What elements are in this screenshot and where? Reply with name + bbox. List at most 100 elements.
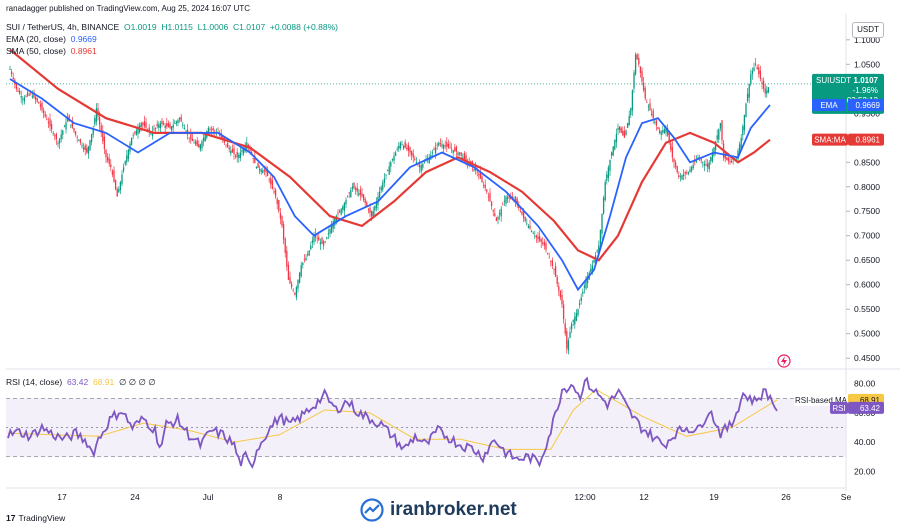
change-value: +0.0088 (+0.88%) <box>269 22 338 32</box>
candle-body <box>652 110 654 119</box>
candle-body <box>660 131 662 135</box>
candle-body <box>502 204 504 206</box>
candle-body <box>694 160 696 163</box>
candle-body <box>281 216 283 226</box>
candle-body <box>71 121 74 128</box>
candle-body <box>228 147 230 150</box>
candle-body <box>657 127 659 130</box>
time-tick-label: Se <box>841 492 852 502</box>
time-tick-label: 24 <box>130 492 140 502</box>
rsi-ma-line <box>7 388 778 450</box>
candle-body <box>178 118 181 120</box>
candle-body <box>25 96 27 97</box>
candle-body <box>438 142 440 146</box>
price-tick-label: 1.0500 <box>854 59 880 69</box>
candle-body <box>762 80 765 89</box>
candle-body <box>159 123 162 129</box>
candle-body <box>252 158 254 159</box>
candle-body <box>644 88 646 99</box>
candle-body <box>313 235 315 242</box>
candle-body <box>89 140 91 151</box>
candle-body <box>447 144 450 148</box>
rsi-legend[interactable]: RSI (14, close) 63.42 68.91 ∅ ∅ ∅ ∅ <box>6 377 156 388</box>
sma-legend[interactable]: SMA (50, close) 0.8961 <box>6 46 97 56</box>
high-value: H1.0115 <box>161 22 193 32</box>
candle-body <box>442 145 445 149</box>
time-tick-label: 17 <box>57 492 67 502</box>
candle-body <box>583 285 586 288</box>
candle-body <box>457 152 459 156</box>
candle-body <box>750 74 752 85</box>
candle-body <box>481 176 483 182</box>
candle-body <box>230 150 232 154</box>
candle-body <box>142 123 144 125</box>
candle-body <box>298 272 301 283</box>
candle-body <box>708 162 710 170</box>
candle-body <box>497 216 499 220</box>
candle-body <box>414 158 416 160</box>
candle-body <box>378 191 381 198</box>
candle-body <box>108 158 110 164</box>
price-tick-label: 0.7000 <box>854 231 880 241</box>
candle-body <box>182 124 184 126</box>
ema-legend[interactable]: EMA (20, close) 0.9669 <box>6 34 97 44</box>
candle-body <box>433 149 435 151</box>
candle-body <box>90 134 93 142</box>
candle-body <box>606 174 608 181</box>
candle-body <box>673 158 675 163</box>
candle-body <box>742 126 744 136</box>
candle-body <box>743 114 746 131</box>
candle-body <box>394 152 397 156</box>
candle-body <box>431 152 434 154</box>
candle-body <box>162 122 165 125</box>
candle-body <box>634 54 637 75</box>
candle-body <box>249 149 251 151</box>
candle-body <box>295 287 298 298</box>
tradingview-brand[interactable]: 17 TradingView <box>6 513 65 523</box>
candle-body <box>145 122 147 128</box>
candle-body <box>727 158 730 162</box>
ema-value: 0.9669 <box>70 34 97 44</box>
candle-body <box>564 323 566 334</box>
candle-body <box>348 192 350 194</box>
candle-body <box>65 122 67 130</box>
candle-body <box>558 286 560 291</box>
candle-body <box>711 152 714 161</box>
price-tick-label: 0.6000 <box>854 280 880 290</box>
candle-body <box>654 121 656 123</box>
candle-body <box>170 126 173 131</box>
candle-body <box>404 141 406 148</box>
candle-body <box>663 129 666 133</box>
candle-body <box>409 147 411 153</box>
candle-body <box>580 297 582 302</box>
candle-body <box>682 174 685 177</box>
candle-body <box>87 146 90 154</box>
candle-body <box>526 223 528 225</box>
candle-body <box>236 152 238 158</box>
candle-body <box>527 225 530 228</box>
candle-body <box>121 174 123 185</box>
candle-body <box>321 238 323 244</box>
candle-body <box>545 243 547 250</box>
candle-body <box>302 262 304 266</box>
candle-body <box>60 134 62 139</box>
rsi-value: 63.42 <box>66 377 89 387</box>
candle-body <box>567 340 570 351</box>
candle-body <box>407 144 410 151</box>
candle-body <box>662 130 664 133</box>
candle-body <box>425 160 427 162</box>
currency-button[interactable]: USDT <box>852 22 884 38</box>
candle-body <box>94 118 96 125</box>
candle-body <box>55 134 58 140</box>
candle-body <box>57 142 59 144</box>
candle-body <box>550 261 552 263</box>
candle-body <box>638 57 640 65</box>
candle-body <box>338 211 341 213</box>
candle-body <box>585 279 587 289</box>
candle-body <box>175 121 178 124</box>
candle-body <box>305 257 307 261</box>
candle-body <box>254 155 256 164</box>
candle-body <box>303 259 306 261</box>
candle-body <box>714 141 717 150</box>
